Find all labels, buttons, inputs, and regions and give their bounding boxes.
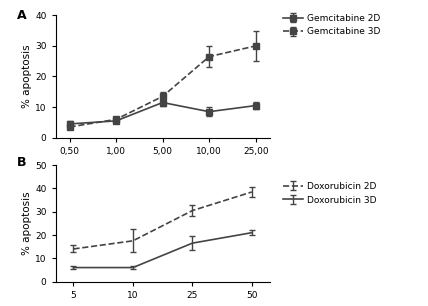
Y-axis label: % apoptosis: % apoptosis [22, 45, 33, 108]
Text: B: B [17, 156, 27, 169]
Y-axis label: % apoptosis: % apoptosis [22, 192, 33, 255]
Text: A: A [17, 9, 27, 22]
Legend: Doxorubicin 2D, Doxorubicin 3D: Doxorubicin 2D, Doxorubicin 3D [283, 182, 377, 204]
Legend: Gemcitabine 2D, Gemcitabine 3D: Gemcitabine 2D, Gemcitabine 3D [283, 14, 380, 36]
